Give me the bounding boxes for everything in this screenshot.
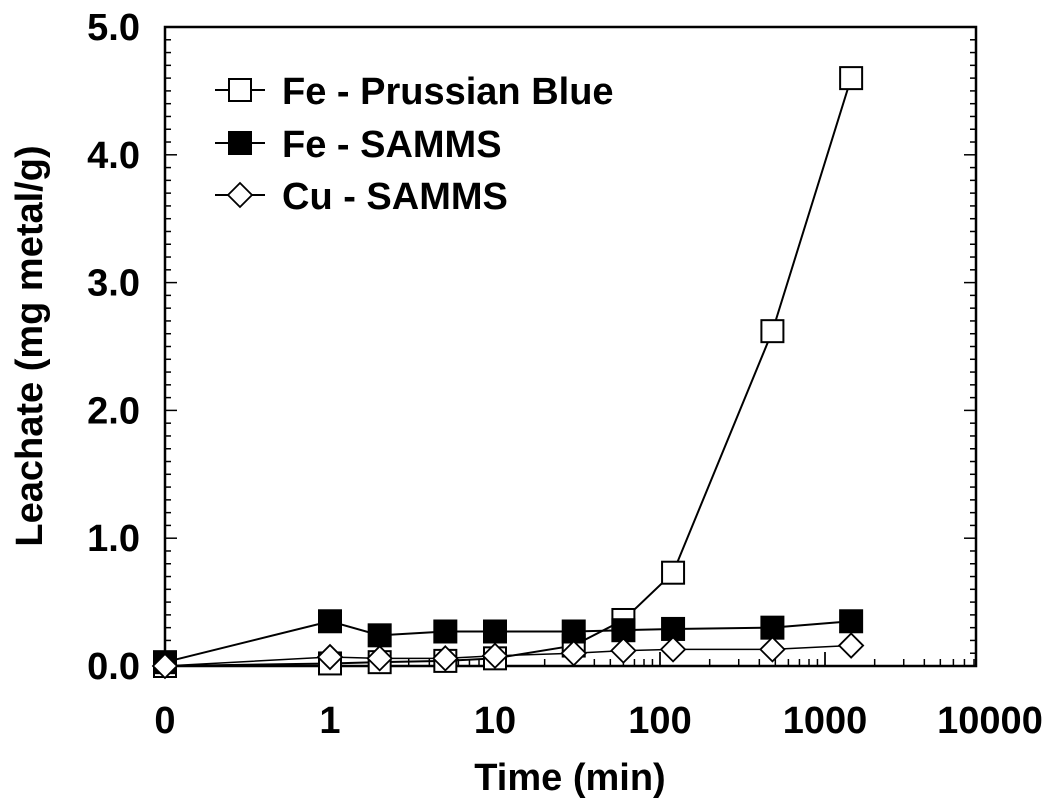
data-point-series-3 xyxy=(610,637,637,664)
legend-marker xyxy=(228,78,252,102)
legend: Fe - Prussian Blue Fe - SAMMS Cu - SAMMS xyxy=(215,71,614,218)
series-markers xyxy=(151,66,865,680)
legend-marker xyxy=(228,131,252,155)
data-point-series-2 xyxy=(760,615,785,640)
x-tick-label: 1000 xyxy=(783,700,868,742)
data-point-series-1 xyxy=(839,66,864,91)
data-point-series-3 xyxy=(837,632,865,659)
data-point-series-3 xyxy=(759,636,786,663)
data-point-series-3 xyxy=(366,645,393,672)
data-point-series-3 xyxy=(481,642,509,670)
data-point-series-3 xyxy=(151,652,179,680)
series-line-1 xyxy=(164,77,853,667)
y-tick-label: 2.0 xyxy=(87,390,140,432)
data-point-series-1 xyxy=(760,319,785,344)
y-minor-ticks xyxy=(165,39,976,654)
data-point-series-2 xyxy=(367,623,392,648)
y-axis-title: Leachate (mg metal/g) xyxy=(9,145,51,546)
data-point-series-3 xyxy=(560,639,587,667)
y-tick-label: 0.0 xyxy=(87,646,140,688)
data-point-series-1 xyxy=(661,560,686,585)
data-point-series-2 xyxy=(433,619,458,644)
x-tick-label: 10000 xyxy=(937,700,1043,742)
y-tick-label: 3.0 xyxy=(87,263,140,305)
x-axis-title: Time (min) xyxy=(474,757,665,799)
x-tick-label: 10 xyxy=(474,700,516,742)
x-tick-label: 1 xyxy=(319,700,340,742)
y-tick-label: 1.0 xyxy=(87,518,140,560)
plot-frame xyxy=(163,25,978,668)
legend-label: Cu - SAMMS xyxy=(282,176,508,218)
series-line-2 xyxy=(164,620,852,664)
x-tick-label: 100 xyxy=(628,700,691,742)
data-point-series-3 xyxy=(316,643,344,671)
data-point-series-3 xyxy=(432,645,459,672)
legend-label: Fe - Prussian Blue xyxy=(282,71,614,113)
x-tick-labels: 0 1 10 100 1000 10000 xyxy=(154,700,1042,742)
data-point-series-2 xyxy=(318,609,342,634)
data-point-series-3 xyxy=(659,636,687,663)
legend-marker xyxy=(226,181,254,209)
data-point-series-2 xyxy=(483,619,507,644)
x-ticks xyxy=(329,652,975,666)
legend-label: Fe - SAMMS xyxy=(282,124,502,166)
series-lines xyxy=(164,77,853,667)
data-point-series-2 xyxy=(839,609,864,634)
y-tick-labels: 0.0 1.0 2.0 3.0 4.0 5.0 xyxy=(87,7,140,688)
y-tick-label: 5.0 xyxy=(87,7,140,49)
series-line-3 xyxy=(164,644,852,667)
y-tick-label: 4.0 xyxy=(87,135,140,177)
x-tick-label: 0 xyxy=(154,700,175,742)
data-point-series-2 xyxy=(561,619,586,644)
